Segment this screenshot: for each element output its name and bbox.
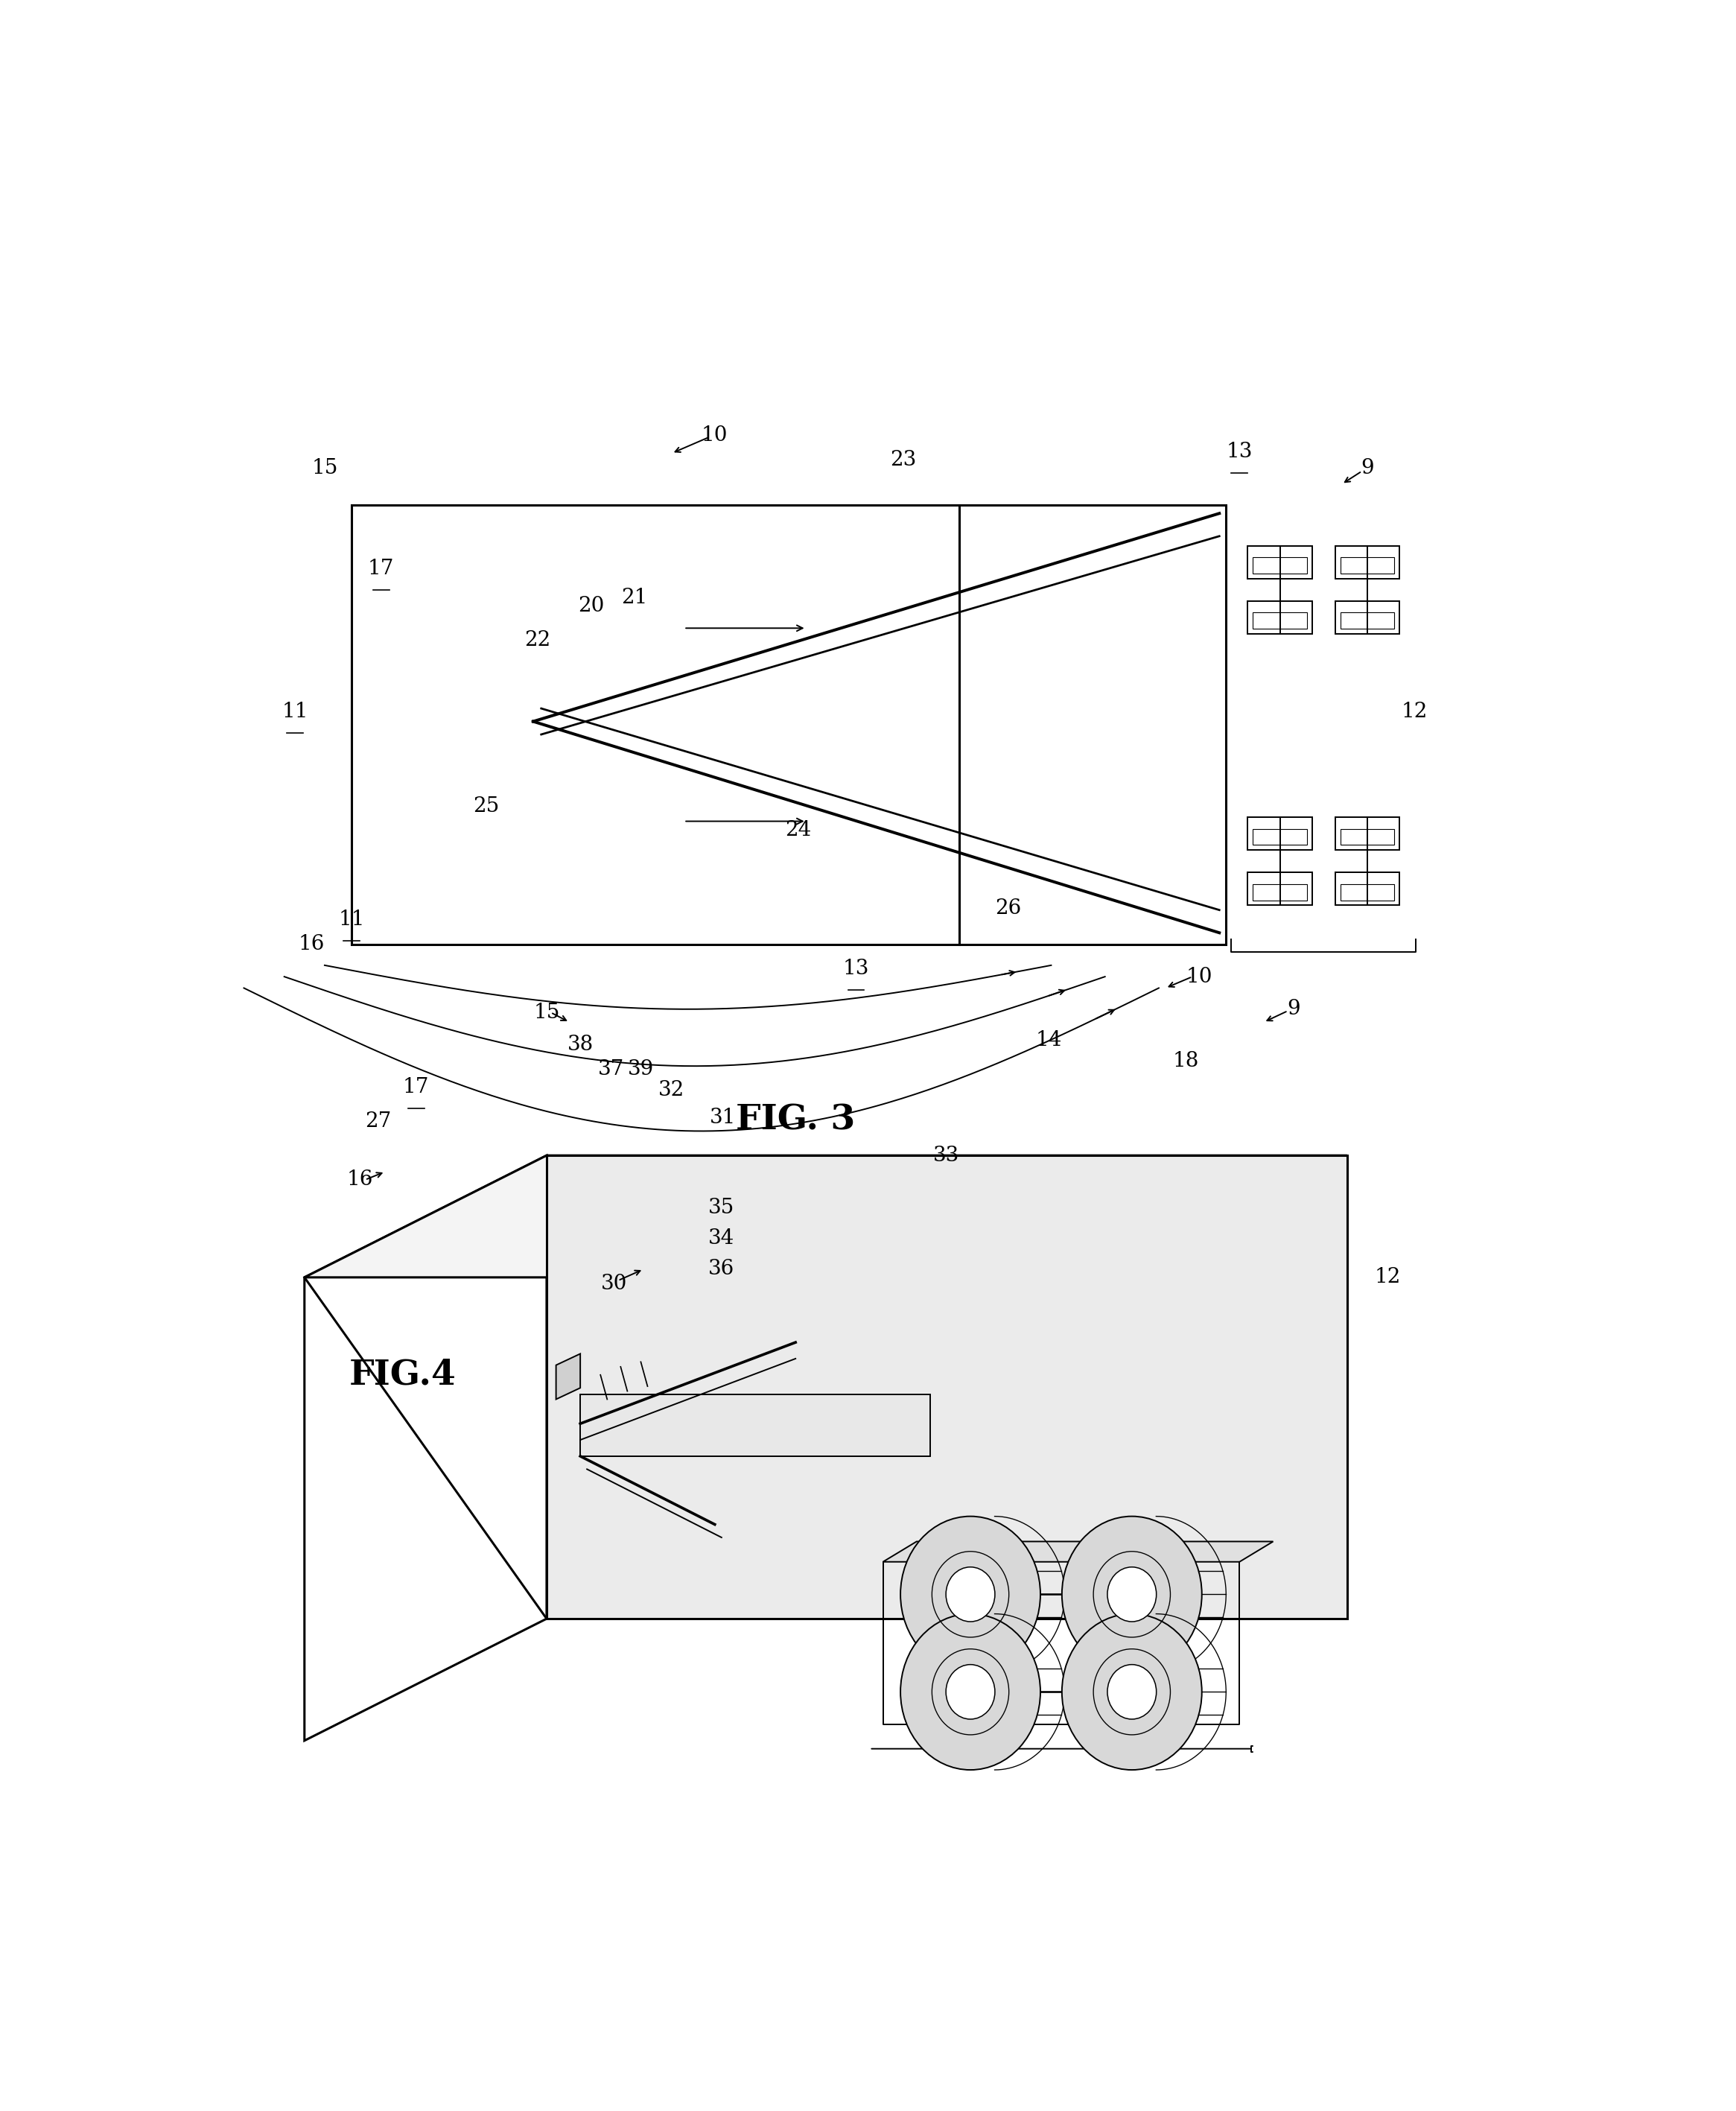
Ellipse shape: [1062, 1613, 1201, 1769]
Text: 39: 39: [628, 1060, 654, 1079]
Bar: [1340, 830, 1394, 844]
Text: 15: 15: [533, 1003, 559, 1022]
Text: FIG.4: FIG.4: [349, 1357, 457, 1391]
Text: 14: 14: [1035, 1030, 1062, 1049]
Bar: [1253, 830, 1307, 844]
Text: 9: 9: [1286, 999, 1300, 1020]
Text: 22: 22: [524, 629, 550, 650]
Text: 9: 9: [1361, 458, 1373, 477]
Text: 11: 11: [339, 910, 365, 929]
Ellipse shape: [1108, 1566, 1156, 1621]
Bar: [1340, 612, 1394, 629]
Bar: [1248, 872, 1312, 906]
Ellipse shape: [946, 1566, 995, 1621]
Bar: [1340, 885, 1394, 899]
Bar: [1335, 817, 1399, 851]
Polygon shape: [580, 1395, 930, 1457]
Text: 16: 16: [347, 1169, 373, 1191]
Text: 25: 25: [472, 796, 500, 817]
Bar: [351, 505, 1226, 944]
Text: 31: 31: [710, 1108, 736, 1127]
Text: 16: 16: [299, 933, 325, 954]
Ellipse shape: [1062, 1516, 1201, 1672]
Text: 10: 10: [701, 424, 727, 445]
Text: 12: 12: [1375, 1267, 1401, 1288]
Text: 35: 35: [708, 1197, 734, 1218]
Text: 18: 18: [986, 1543, 1014, 1564]
Text: 34: 34: [708, 1229, 734, 1248]
Polygon shape: [304, 1155, 1347, 1277]
Text: 27: 27: [365, 1110, 392, 1131]
Text: 21: 21: [621, 587, 648, 608]
Bar: [1248, 817, 1312, 851]
Ellipse shape: [901, 1613, 1040, 1769]
Text: 13: 13: [1226, 441, 1253, 462]
Bar: [1335, 872, 1399, 906]
Polygon shape: [547, 1155, 1347, 1619]
Polygon shape: [884, 1541, 1272, 1562]
Polygon shape: [304, 1155, 547, 1742]
Bar: [1335, 602, 1399, 633]
Text: 38: 38: [568, 1034, 594, 1056]
Text: 26: 26: [995, 899, 1021, 918]
Text: 30: 30: [601, 1273, 627, 1294]
Text: 17: 17: [403, 1077, 429, 1098]
Text: 20: 20: [578, 595, 604, 616]
Ellipse shape: [901, 1516, 1040, 1672]
Bar: [1340, 557, 1394, 574]
Text: FIG. 3: FIG. 3: [736, 1102, 856, 1138]
Bar: [1253, 885, 1307, 899]
Text: 10: 10: [1186, 967, 1212, 986]
Text: 24: 24: [785, 821, 811, 840]
Text: 33: 33: [932, 1146, 960, 1165]
Text: 36: 36: [708, 1258, 734, 1279]
Polygon shape: [556, 1353, 580, 1400]
Bar: [1253, 557, 1307, 574]
Ellipse shape: [946, 1666, 995, 1718]
Text: 23: 23: [891, 450, 917, 471]
Text: 37: 37: [597, 1060, 625, 1079]
Ellipse shape: [1108, 1666, 1156, 1718]
Text: 17: 17: [368, 559, 394, 578]
Bar: [1248, 602, 1312, 633]
Text: 12: 12: [1401, 701, 1427, 722]
Text: 13: 13: [844, 958, 870, 980]
Text: 11: 11: [281, 701, 309, 722]
Bar: [1335, 547, 1399, 578]
Bar: [1253, 612, 1307, 629]
Text: 32: 32: [658, 1081, 686, 1100]
Bar: [1248, 547, 1312, 578]
Text: 15: 15: [311, 458, 339, 477]
Text: 18: 18: [1172, 1051, 1200, 1070]
